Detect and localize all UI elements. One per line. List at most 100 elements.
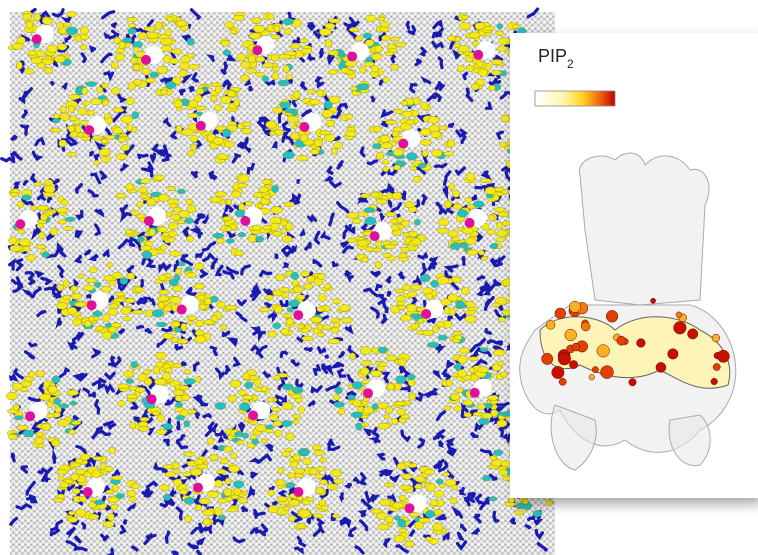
pip2-lipid [405, 503, 415, 513]
blue-lipid [306, 348, 313, 351]
yellow-lipid [72, 318, 81, 325]
blue-lipid [125, 520, 126, 524]
yellow-lipid [485, 187, 496, 195]
blue-lipid [422, 48, 425, 55]
blue-lipid [449, 440, 452, 444]
yellow-lipid [473, 201, 484, 208]
blue-lipid [64, 84, 66, 87]
yellow-lipid [378, 347, 387, 353]
blue-lipid [11, 376, 16, 380]
yellow-lipid [187, 205, 196, 213]
yellow-lipid [144, 26, 156, 31]
yellow-lipid [385, 407, 393, 414]
yellow-lipid [399, 495, 406, 500]
yellow-lipid [176, 415, 185, 420]
yellow-lipid [361, 258, 369, 262]
yellow-lipid [158, 296, 169, 302]
yellow-lipid [286, 75, 293, 80]
yellow-lipid [127, 490, 136, 496]
pip2-contact [581, 322, 590, 331]
yellow-lipid [409, 393, 416, 401]
yellow-lipid [379, 362, 387, 367]
yellow-lipid [94, 500, 104, 505]
yellow-lipid [386, 120, 398, 124]
yellow-lipid [312, 444, 321, 450]
yellow-lipid [187, 321, 194, 325]
yellow-lipid [160, 38, 172, 45]
yellow-lipid [406, 120, 414, 125]
blue-lipid [388, 291, 390, 296]
yellow-lipid [75, 125, 81, 133]
yellow-lipid [245, 201, 252, 206]
yellow-lipid [309, 468, 317, 475]
pip2-contact [606, 310, 618, 322]
blue-lipid [329, 55, 332, 62]
yellow-lipid [430, 131, 440, 137]
yellow-lipid [384, 244, 395, 249]
yellow-lipid [126, 125, 132, 132]
yellow-lipid [364, 208, 375, 213]
yellow-lipid [33, 14, 40, 21]
pip2-lipid [363, 388, 373, 398]
yellow-lipid [21, 387, 29, 392]
yellow-lipid [256, 57, 265, 62]
yellow-lipid [139, 426, 149, 431]
blue-lipid [16, 183, 18, 187]
blue-lipid [92, 256, 97, 260]
yellow-lipid [183, 472, 192, 477]
yellow-lipid [126, 97, 134, 105]
yellow-lipid [262, 179, 272, 184]
yellow-lipid [261, 439, 268, 443]
yellow-lipid [372, 248, 382, 252]
yellow-lipid [93, 456, 103, 460]
yellow-lipid [345, 131, 357, 137]
yellow-lipid [167, 17, 173, 23]
yellow-lipid [57, 22, 64, 29]
yellow-lipid [245, 382, 253, 389]
blue-lipid [488, 341, 496, 343]
blue-lipid [298, 180, 299, 183]
yellow-lipid [204, 298, 211, 305]
blue-lipid [429, 319, 435, 322]
yellow-lipid [61, 199, 68, 205]
yellow-lipid [238, 232, 246, 237]
yellow-lipid [296, 295, 305, 300]
yellow-lipid [338, 408, 345, 415]
yellow-lipid [220, 96, 231, 104]
yellow-lipid [274, 421, 282, 427]
pip2-lipid [470, 388, 480, 398]
pip2-lipid [294, 487, 304, 497]
pip2-contact [629, 378, 636, 385]
yellow-lipid [228, 395, 237, 402]
yellow-lipid [375, 261, 382, 268]
yellow-lipid [319, 29, 331, 36]
yellow-lipid [380, 21, 389, 27]
yellow-lipid [398, 306, 406, 310]
yellow-lipid [355, 36, 363, 41]
yellow-lipid [386, 355, 397, 361]
yellow-lipid [217, 238, 224, 243]
yellow-lipid [163, 494, 170, 500]
yellow-lipid [481, 413, 493, 419]
yellow-lipid [438, 335, 448, 340]
yellow-lipid [301, 328, 308, 333]
yellow-lipid [215, 192, 227, 197]
yellow-lipid [465, 310, 476, 314]
yellow-lipid [138, 187, 147, 193]
yellow-lipid [82, 101, 89, 106]
yellow-lipid [494, 187, 503, 191]
yellow-lipid [382, 159, 389, 164]
yellow-lipid [494, 207, 505, 212]
yellow-lipid [273, 107, 283, 113]
yellow-lipid [293, 419, 299, 424]
yellow-lipid [37, 206, 49, 211]
yellow-lipid [457, 210, 468, 218]
blue-lipid [111, 24, 115, 27]
yellow-lipid [214, 480, 222, 487]
yellow-lipid [36, 244, 46, 249]
yellow-lipid [275, 274, 285, 280]
pip2-contact [552, 366, 564, 378]
yellow-lipid [324, 101, 332, 109]
yellow-lipid [37, 223, 43, 228]
yellow-lipid [447, 140, 455, 148]
